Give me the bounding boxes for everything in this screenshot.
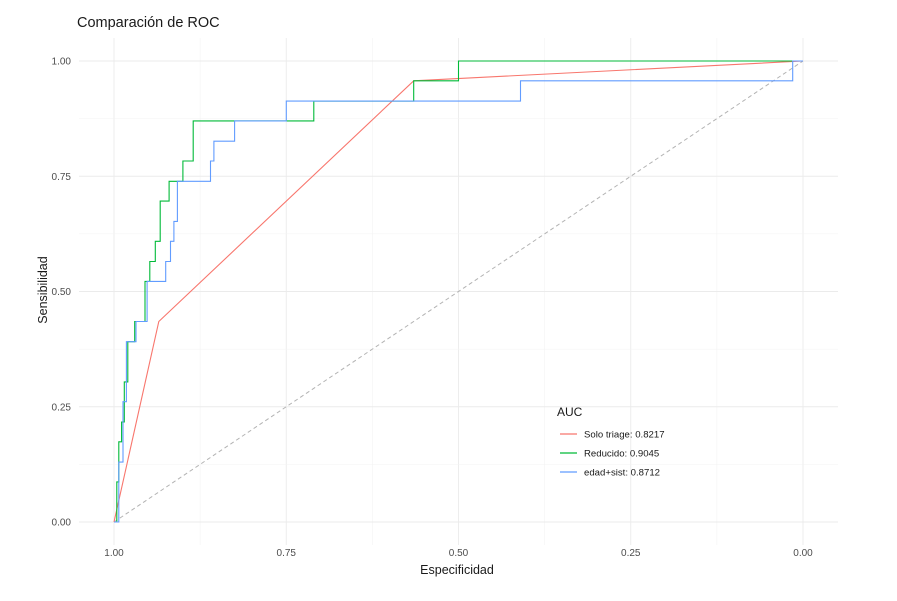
series-line-2 [114,60,803,523]
y-tick-label: 1.00 [52,57,72,68]
legend-label: Reducido: 0.9045 [584,449,659,460]
y-tick-label: 0.25 [52,402,72,413]
tick-labels: 1.00 0.75 0.50 0.25 0.00 0.00 0.25 0.50 0.75 1.00 [52,57,814,560]
legend: AUC Solo triage: 0.8217 Reducido: 0.9045 e… [557,405,665,479]
x-tick-label: 0.25 [621,548,641,559]
legend-label: Solo triage: 0.8217 [584,430,665,441]
series-line-3 [114,60,803,523]
series-line-1 [113,60,804,523]
y-tick-label: 0.75 [52,172,72,183]
legend-title: AUC [557,405,583,419]
x-tick-label: 0.75 [277,548,297,559]
y-tick-label: 0.00 [52,518,72,529]
x-tick-label: 0.00 [793,548,813,559]
series-lines [113,60,804,523]
legend-label: edad+sist: 0.8712 [584,468,660,479]
x-axis-title: Especificidad [420,563,494,577]
y-tick-label: 0.50 [52,287,72,298]
x-tick-label: 1.00 [104,548,124,559]
reference-diagonal [113,60,804,523]
x-tick-label: 0.50 [449,548,469,559]
y-axis-title: Sensibilidad [36,256,50,323]
reference-diagonal-line [113,60,804,523]
chart-title: Comparación de ROC [77,15,220,31]
